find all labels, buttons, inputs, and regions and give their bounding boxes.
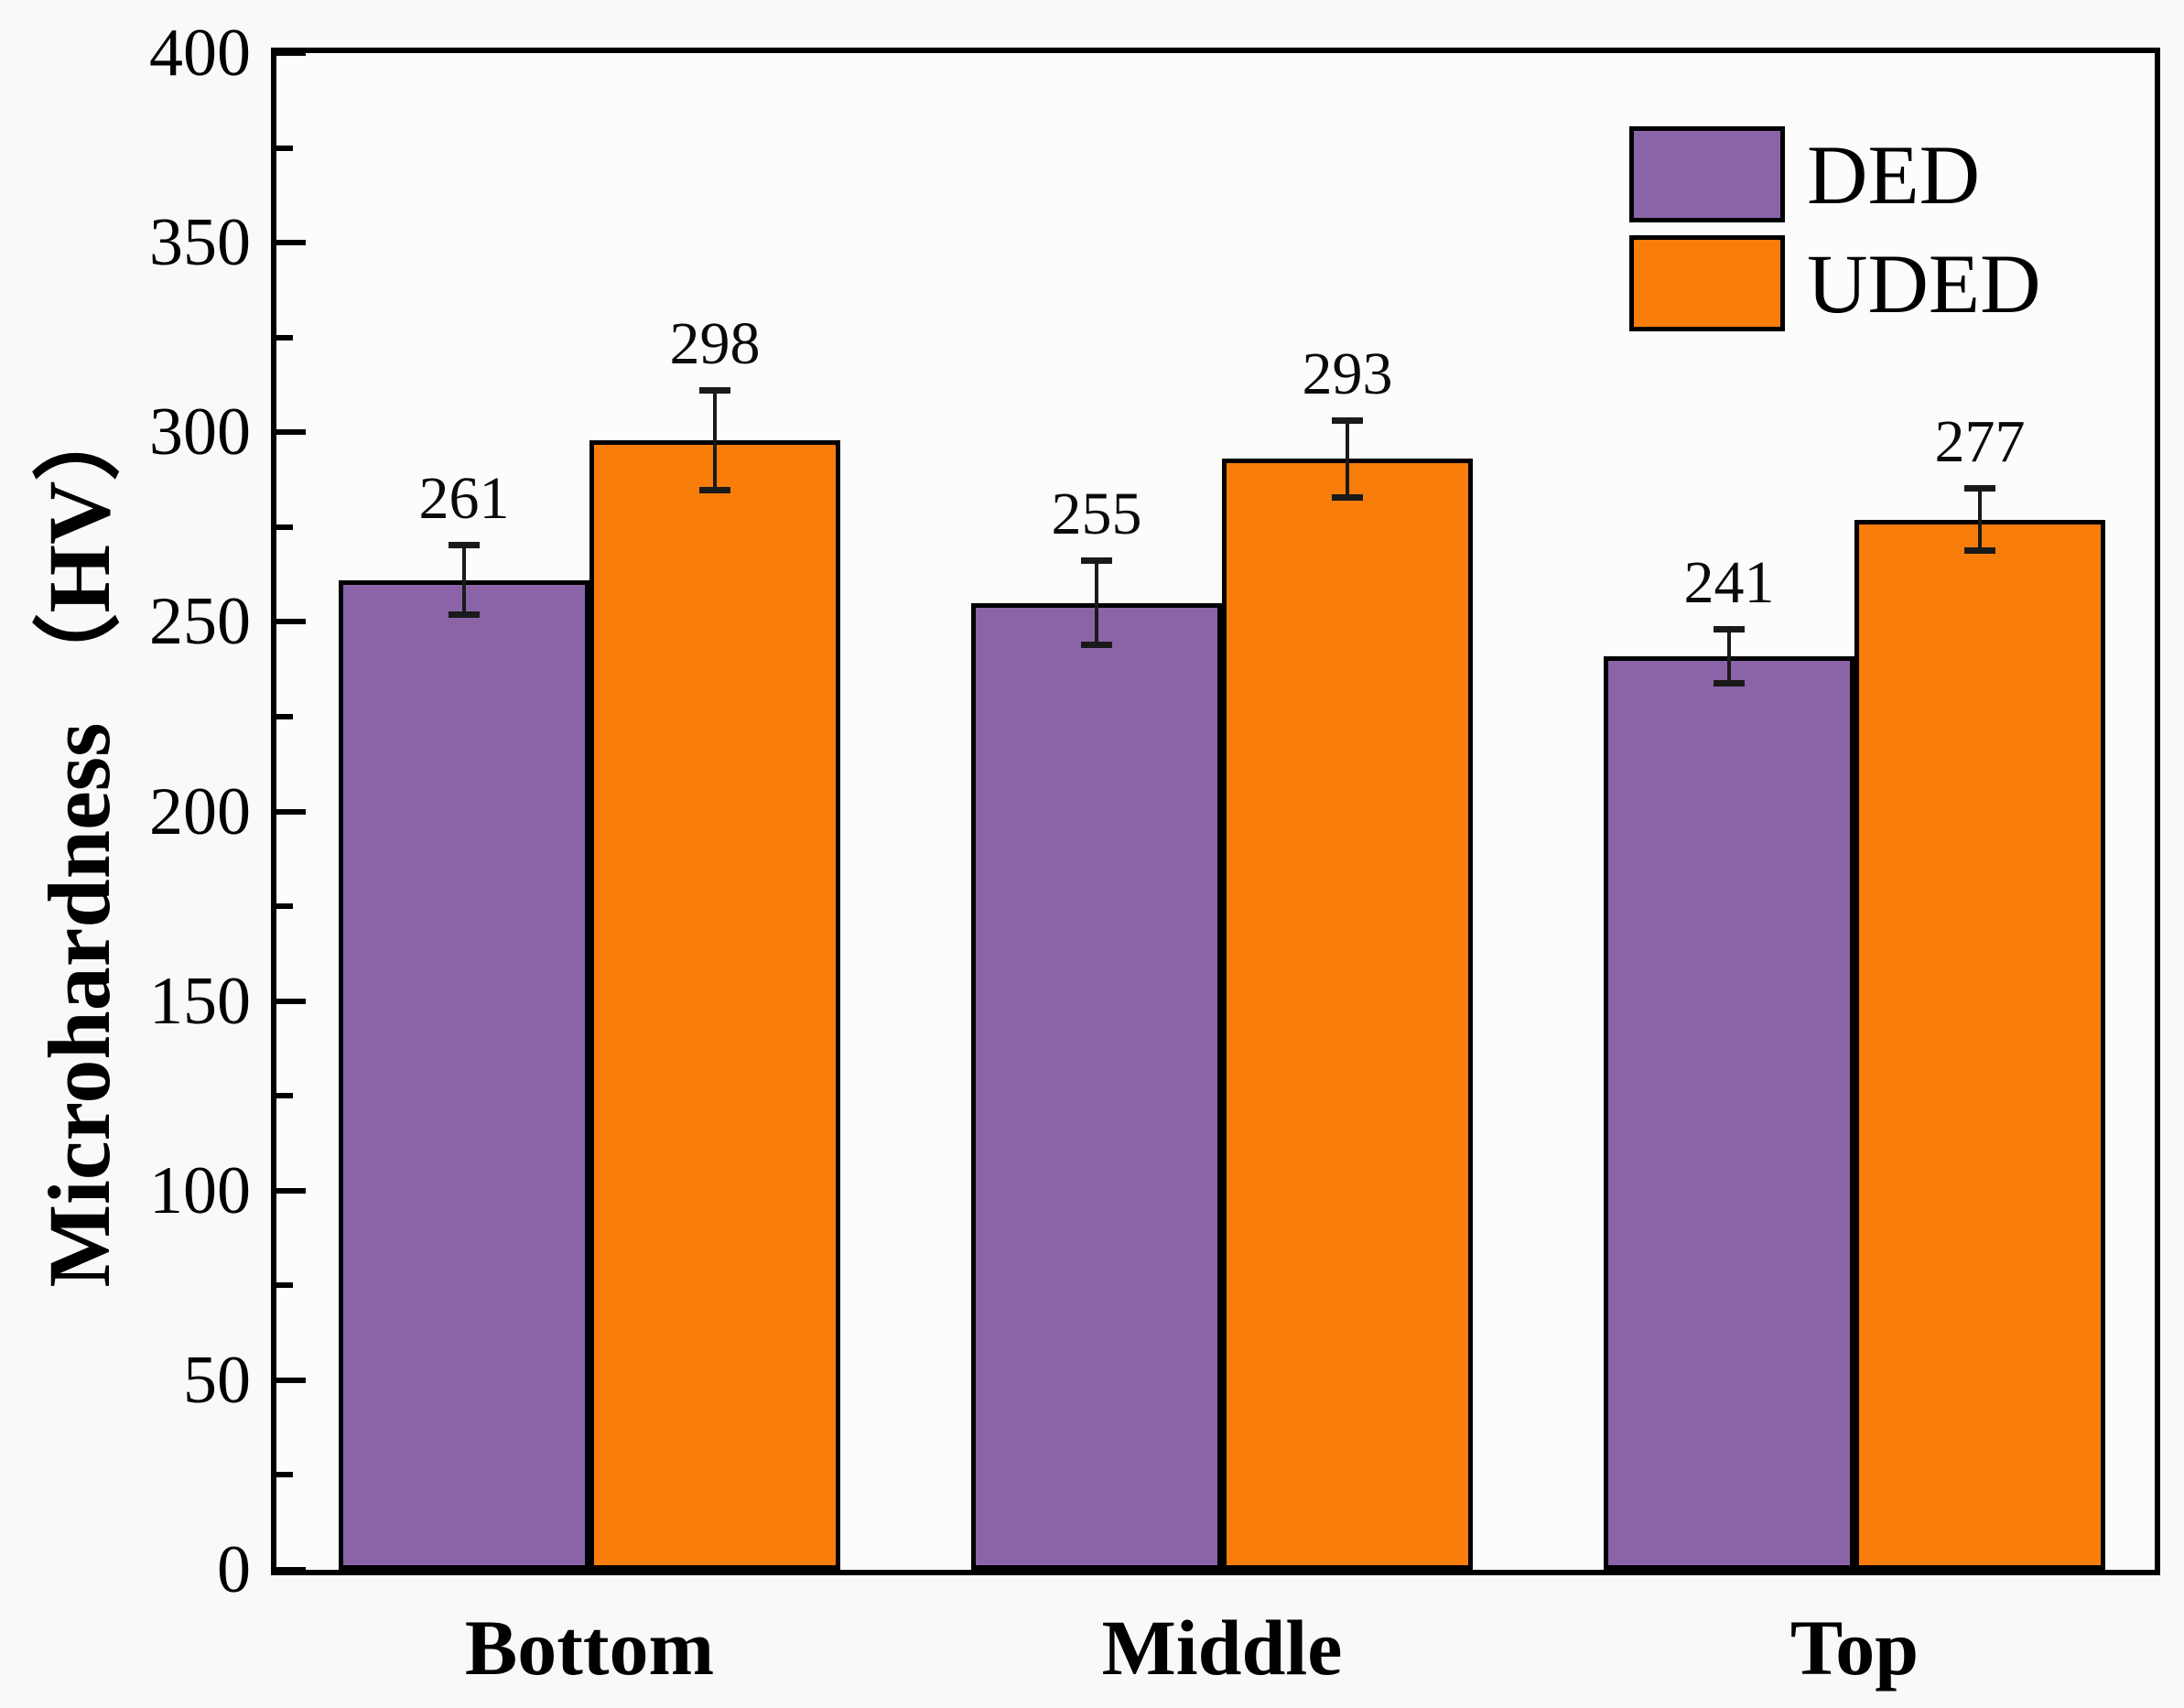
- error-bar: [449, 542, 480, 619]
- error-bar-line: [462, 542, 466, 619]
- bar-uded-middle: [1222, 459, 1473, 1570]
- y-minor-tick: [276, 903, 293, 910]
- x-category-label-middle: Middle: [1101, 1604, 1343, 1692]
- bar-uded-top: [1854, 519, 2105, 1570]
- y-tick-label: 150: [149, 963, 251, 1039]
- y-minor-tick: [276, 334, 293, 341]
- plot-area: 261 298 255 293 241 277: [271, 48, 2160, 1575]
- error-bar-cap-top: [1081, 557, 1112, 564]
- y-minor-tick: [276, 145, 293, 151]
- error-bar-cap-bottom: [1332, 493, 1363, 501]
- legend-label-uded: UDED: [1807, 236, 2041, 330]
- error-bar: [1081, 557, 1112, 649]
- y-tick-label: 0: [217, 1532, 251, 1607]
- y-major-tick: [276, 1187, 306, 1194]
- error-bar-cap-top: [699, 386, 730, 394]
- error-bar: [1714, 625, 1745, 686]
- error-bar-line: [1346, 416, 1349, 501]
- y-major-tick: [276, 1567, 306, 1573]
- bar-value-label: 298: [669, 309, 761, 377]
- legend-swatch-uded: [1629, 235, 1785, 331]
- bar-ded-bottom: [339, 579, 589, 1570]
- y-minor-tick: [276, 713, 293, 719]
- error-bar-cap-top: [1332, 416, 1363, 424]
- bar-uded-bottom: [589, 439, 840, 1570]
- y-major-tick: [276, 998, 306, 1004]
- bar-value-label: 241: [1683, 548, 1775, 616]
- legend-label-ded: DED: [1807, 127, 1981, 222]
- y-major-tick: [276, 619, 306, 625]
- error-bar-line: [1727, 625, 1731, 686]
- bar-ded-top: [1604, 655, 1854, 1570]
- y-major-tick: [276, 50, 306, 56]
- x-category-label-top: Top: [1789, 1604, 1919, 1692]
- y-minor-tick: [276, 1472, 293, 1478]
- error-bar-cap-top: [449, 542, 480, 549]
- y-tick-label: 400: [149, 16, 251, 91]
- error-bar: [1332, 416, 1363, 501]
- error-bar-line: [1095, 557, 1098, 649]
- error-bar-line: [713, 386, 717, 493]
- y-tick-label: 300: [149, 395, 251, 470]
- legend-item-uded: UDED: [1629, 235, 2041, 331]
- y-major-tick: [276, 240, 306, 246]
- error-bar: [699, 386, 730, 493]
- error-bar-line: [1978, 485, 1982, 554]
- legend-item-ded: DED: [1629, 126, 2041, 222]
- error-bar-cap-bottom: [699, 486, 730, 493]
- y-tick-label: 200: [149, 773, 251, 849]
- y-tick-label: 350: [149, 205, 251, 281]
- error-bar-cap-bottom: [1964, 546, 1995, 554]
- y-major-tick: [276, 429, 306, 436]
- y-tick-label: 100: [149, 1152, 251, 1228]
- bar-ded-middle: [971, 602, 1222, 1570]
- y-tick-label: 50: [183, 1342, 251, 1418]
- y-major-tick: [276, 1377, 306, 1383]
- x-category-label-bottom: Bottom: [464, 1604, 715, 1692]
- legend: DED UDED: [1629, 126, 2041, 331]
- bar-value-label: 255: [1051, 480, 1142, 547]
- y-tick-label: 250: [149, 584, 251, 660]
- error-bar-cap-top: [1964, 485, 1995, 492]
- y-major-tick: [276, 808, 306, 815]
- error-bar-cap-bottom: [1081, 642, 1112, 649]
- y-minor-tick: [276, 1282, 293, 1289]
- bar-value-label: 277: [1934, 408, 2026, 476]
- bar-value-label: 293: [1302, 340, 1393, 407]
- error-bar-cap-bottom: [1714, 679, 1745, 686]
- error-bar-cap-top: [1714, 625, 1745, 632]
- legend-swatch-ded: [1629, 126, 1785, 222]
- bar-value-label: 261: [418, 465, 510, 533]
- y-minor-tick: [276, 524, 293, 530]
- error-bar-cap-bottom: [449, 611, 480, 619]
- y-minor-tick: [276, 1093, 293, 1099]
- error-bar: [1964, 485, 1995, 554]
